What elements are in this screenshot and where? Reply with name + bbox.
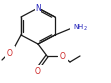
Text: O: O: [7, 48, 13, 58]
Text: O: O: [60, 51, 66, 61]
Text: O: O: [35, 67, 41, 77]
Text: NH$_2$: NH$_2$: [73, 23, 88, 33]
Text: N: N: [35, 3, 41, 13]
